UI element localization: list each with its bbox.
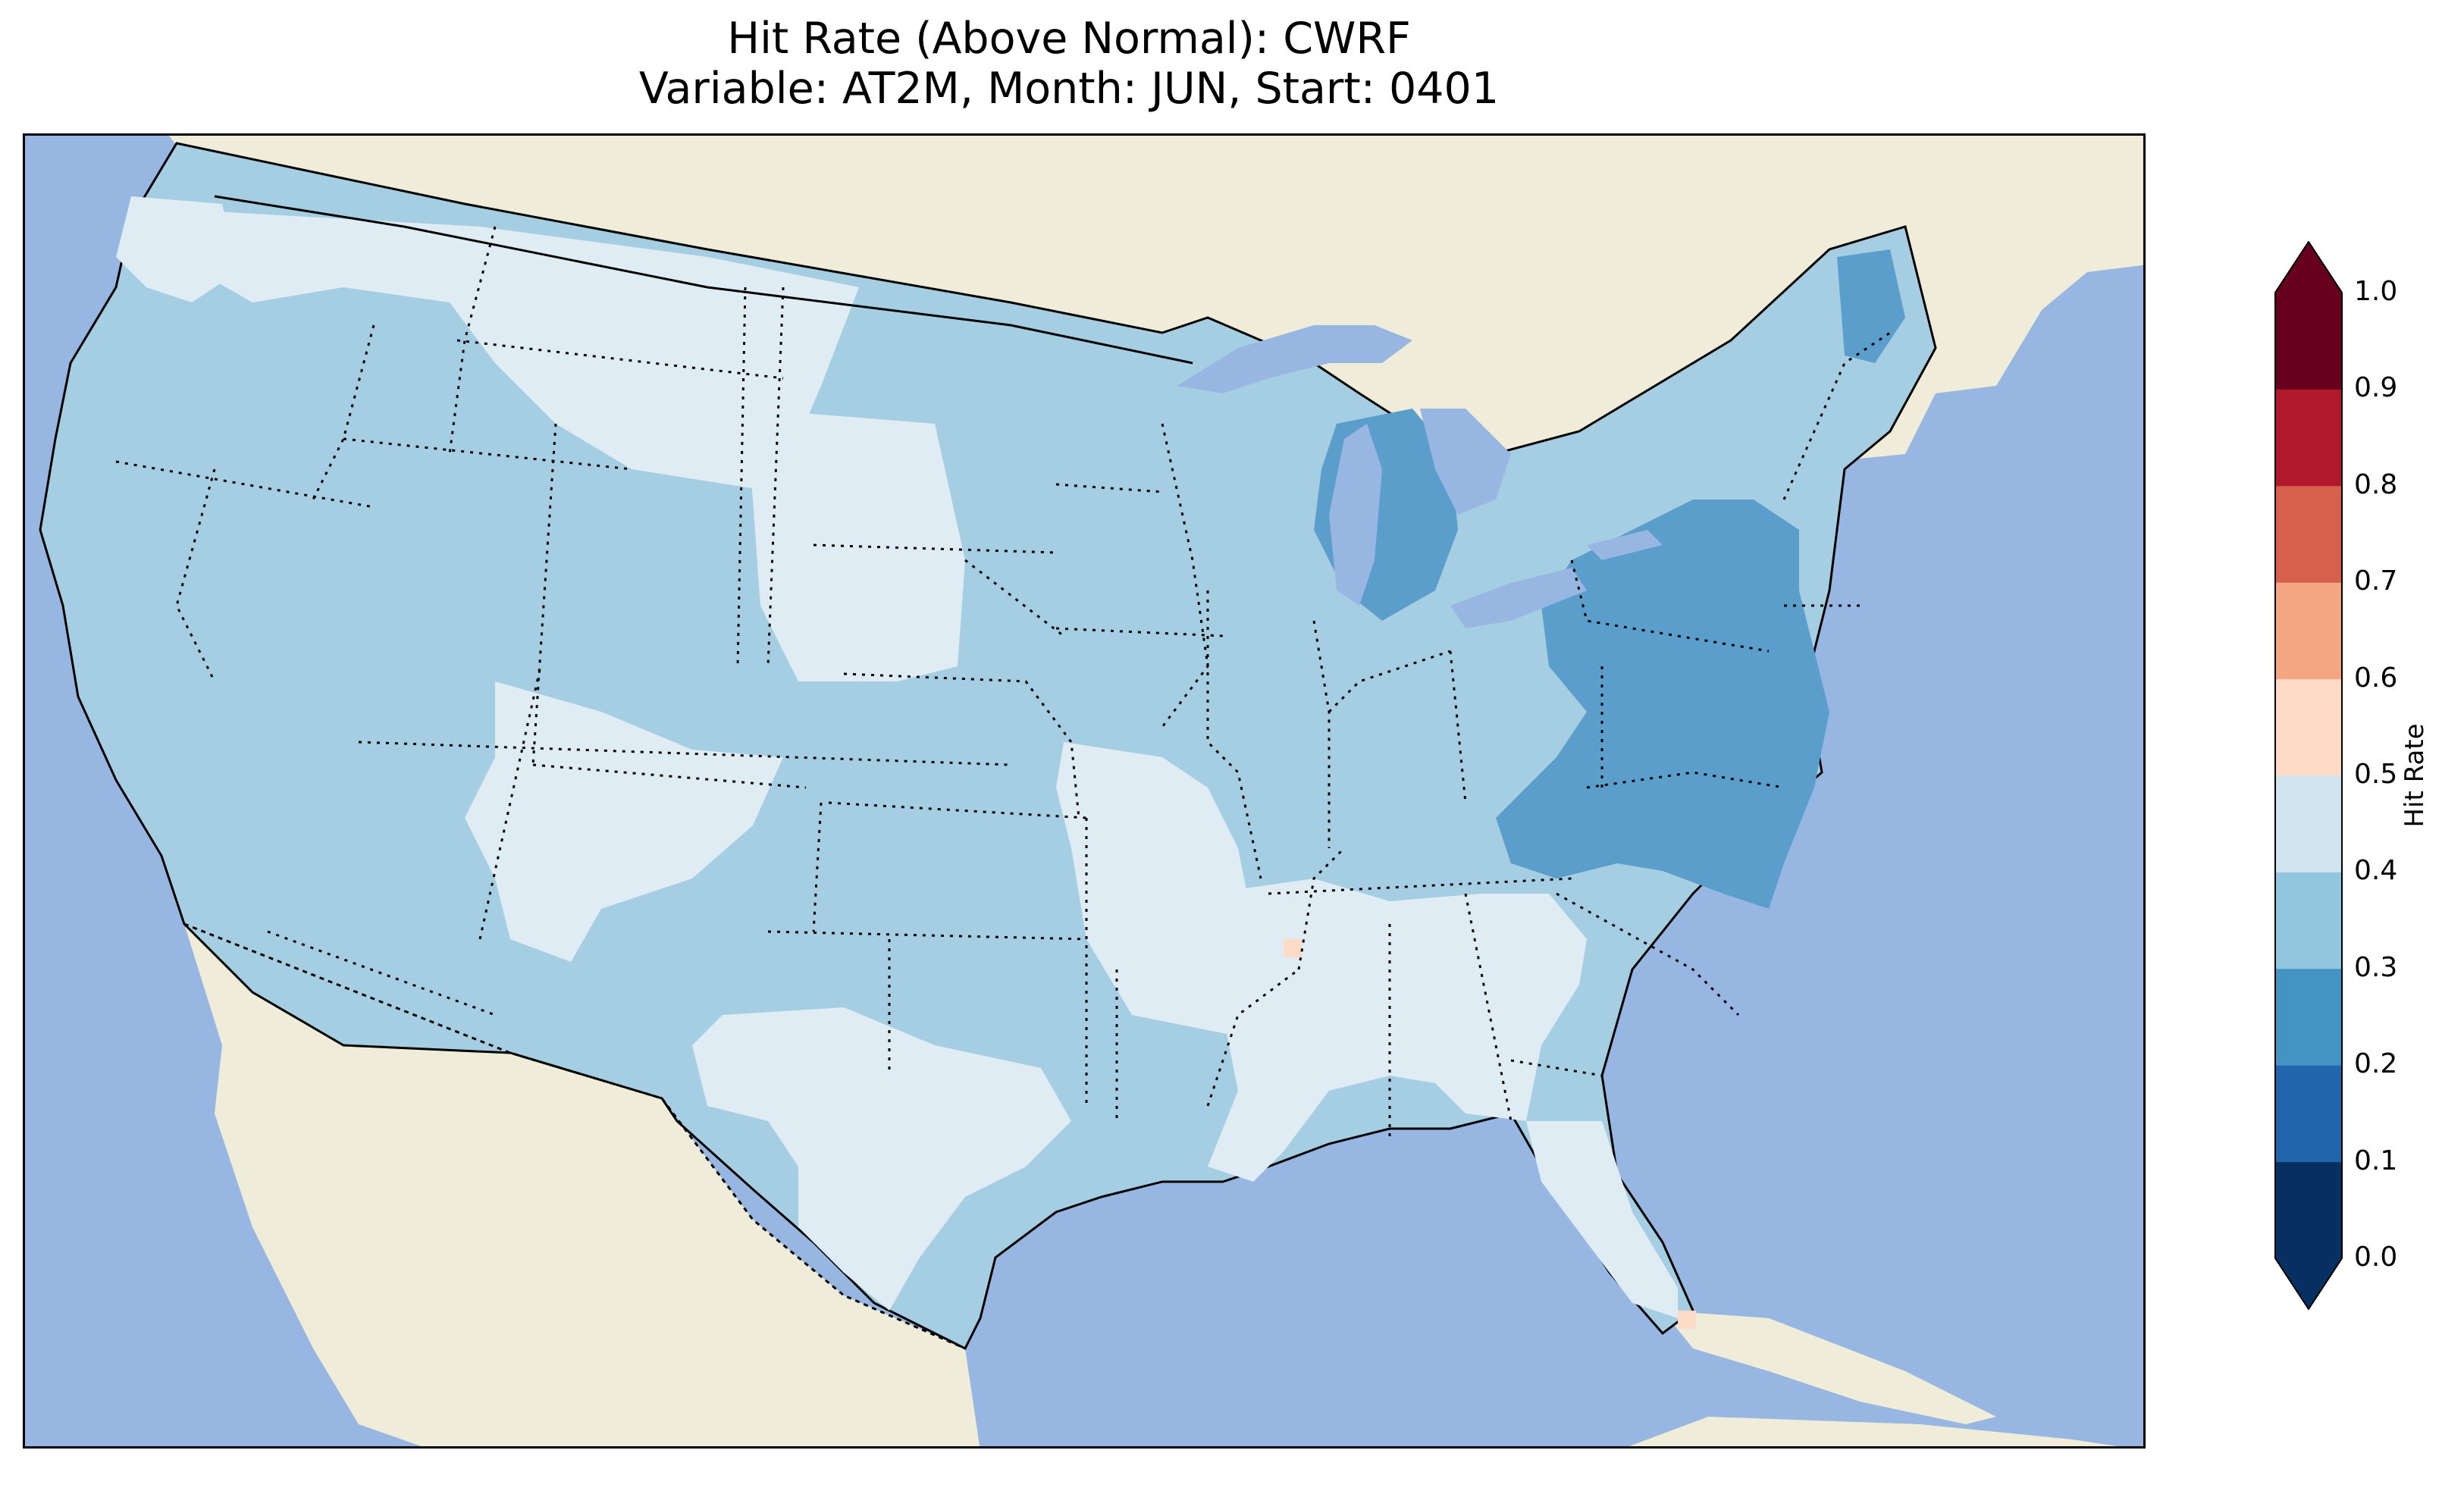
colorbar-extend-max <box>2274 241 2343 293</box>
colorbar-tick-label: 0.3 <box>2354 951 2398 983</box>
cuba-land <box>1663 1311 1996 1424</box>
colorbar-bin <box>2274 293 2343 390</box>
colorbar-tick-label: 0.6 <box>2354 662 2398 694</box>
hit-rate-region-0.5-0.6-florida-tip <box>1678 1311 1696 1329</box>
hit-rate-region-0.4-0.5-southeast <box>1208 879 1587 1182</box>
hit-rate-region-0.4-0.5-northern-rockies <box>199 211 859 492</box>
colorbar-tick-label: 0.0 <box>2354 1242 2398 1273</box>
map-panel <box>23 133 2146 1449</box>
colorbar-bin <box>2274 1161 2343 1259</box>
colorbar-tick-label: 0.9 <box>2354 372 2398 404</box>
hit-rate-region-0.2-0.3-northeast <box>1496 500 1829 909</box>
colorbar-tick-label: 0.4 <box>2354 855 2398 887</box>
colorbar-bin <box>2274 485 2343 583</box>
lake-erie <box>1450 568 1587 628</box>
colorbar-bin <box>2274 775 2343 872</box>
map-subtitle: Variable: AT2M, Month: JUN, Start: 0401 <box>638 64 1500 114</box>
colorbar-bin <box>2274 678 2343 776</box>
us-canada-border <box>214 195 1193 365</box>
colorbar-extend-min <box>2274 1258 2343 1310</box>
baja-peninsula <box>230 939 427 1424</box>
colorbar-bin <box>2274 872 2343 969</box>
colorbar-bin <box>2274 1065 2343 1163</box>
colorbar-label: Hit Rate <box>2400 723 2430 828</box>
caribbean-land <box>1629 1417 2118 1446</box>
us-mexico-border <box>183 922 966 1350</box>
map-title: Hit Rate (Above Normal): CWRF <box>727 14 1411 64</box>
colorbar-tick-label: 1.0 <box>2354 276 2398 307</box>
hit-rate-region-0.4-0.5-dakotas <box>745 409 965 681</box>
colorbar-tick-label: 0.5 <box>2354 759 2398 790</box>
colorbar-tick-label: 0.7 <box>2354 565 2398 597</box>
colorbar <box>2274 241 2343 1310</box>
colorbar-bin <box>2274 968 2343 1066</box>
colorbar-bin <box>2274 582 2343 680</box>
colorbar-tick-label: 0.2 <box>2354 1048 2398 1080</box>
colorbar-bin <box>2274 389 2343 487</box>
hit-rate-region-0.4-0.5-colorado <box>465 681 783 962</box>
lake-huron <box>1420 409 1511 515</box>
colorbar-tick-label: 0.1 <box>2354 1145 2398 1176</box>
lake-superior <box>1177 325 1412 393</box>
lake-michigan <box>1329 424 1382 606</box>
lake-ontario <box>1587 530 1663 560</box>
hit-rate-region-0.4-0.5-florida <box>1526 1121 1678 1318</box>
hit-rate-region-0.4-0.5-texas <box>692 1007 1071 1311</box>
colorbar-tick-label: 0.8 <box>2354 468 2398 500</box>
hit-rate-region-0.4-0.5-pacific-nw <box>116 196 237 302</box>
state-borders <box>115 226 1891 1136</box>
hit-rate-region-0.5-0.6-mississippi <box>1284 939 1302 957</box>
